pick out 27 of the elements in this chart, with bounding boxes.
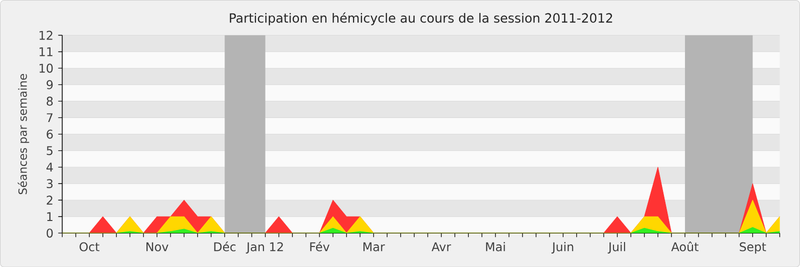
y-tick-label: 3 — [46, 178, 53, 188]
y-tick-label: 0 — [46, 228, 53, 238]
x-tick-label: Nov — [146, 242, 168, 252]
x-tick-label: Sept — [740, 242, 766, 254]
y-tick-label: 4 — [46, 162, 53, 172]
x-tick-label: Juin — [551, 242, 574, 254]
y-tick-label: 6 — [46, 129, 53, 139]
y-tick-label: 8 — [46, 96, 53, 106]
y-tick-label: 2 — [46, 196, 52, 204]
y-tick-label: 12 — [40, 30, 52, 40]
y-tick-label: 7 — [46, 113, 53, 122]
y-tick-label: 1 — [47, 212, 52, 221]
y-axis-title: Séances par semaine — [18, 74, 30, 194]
x-tick-label: Avr — [432, 242, 452, 251]
chart-title: Participation en hémicycle au cours de la session 2011-2012 — [230, 12, 612, 26]
y-tick-label: 5 — [46, 146, 52, 155]
x-tick-label: Jan 12 — [246, 242, 283, 254]
x-tick-label: Fév — [310, 241, 330, 252]
x-tick-label: Mar — [363, 242, 385, 252]
y-tick-label: 10 — [40, 64, 53, 73]
x-tick-label: Déc — [214, 241, 236, 252]
x-tick-label: Oct — [80, 242, 100, 252]
x-tick-label: Mai — [486, 242, 505, 252]
x-tick-label: Juil — [608, 242, 626, 254]
y-tick-label: 11 — [40, 47, 52, 56]
y-tick-label: 9 — [46, 80, 53, 90]
x-tick-label: Août — [671, 241, 699, 252]
